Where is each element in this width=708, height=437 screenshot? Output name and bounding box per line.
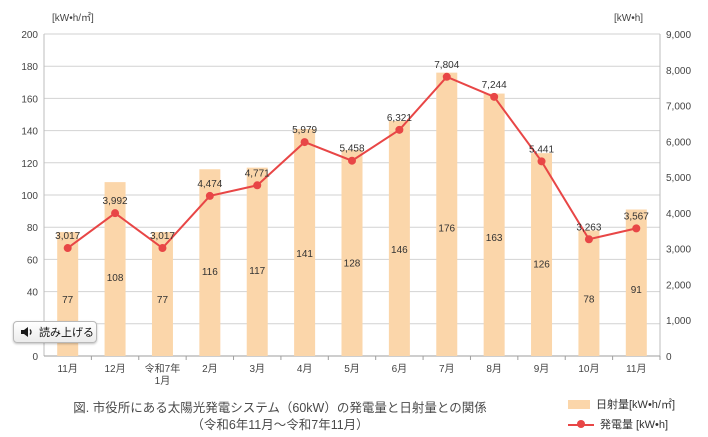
chart-caption-line-2: （令和6年11月～令和7年11月） <box>191 418 369 432</box>
bar <box>104 182 126 356</box>
bar <box>151 232 173 356</box>
y-left-tick-label: 160 <box>21 94 38 105</box>
x-tick-label: 12月 <box>105 363 126 375</box>
x-tick-label: 11月 <box>57 363 77 375</box>
bar-value-label: 77 <box>157 295 169 306</box>
y-right-unit: [kW•h] <box>614 13 643 24</box>
y-left-tick-label: 0 <box>32 352 38 363</box>
y-right-tick-label: 8,000 <box>666 66 691 77</box>
generation-value-label: 4,771 <box>245 168 270 179</box>
generation-value-label: 3,992 <box>103 196 128 207</box>
generation-value-label: 4,474 <box>197 179 222 190</box>
bar <box>578 230 600 356</box>
y-right-tick-label: 0 <box>666 352 672 363</box>
generation-point <box>111 209 120 218</box>
x-tick-label: 8月 <box>486 363 502 375</box>
y-right-tick-label: 9,000 <box>666 30 691 41</box>
speaker-icon <box>21 327 32 337</box>
bar <box>531 153 553 356</box>
y-right-tick-label: 6,000 <box>666 137 691 148</box>
generation-value-label: 3,017 <box>150 231 175 242</box>
y-right-tick-label: 7,000 <box>666 102 691 113</box>
bar <box>625 209 647 356</box>
bar-value-label: 91 <box>631 285 643 296</box>
y-right-tick-label: 4,000 <box>666 209 691 220</box>
y-right-tick-label: 3,000 <box>666 245 691 256</box>
bar <box>483 93 505 356</box>
bar <box>341 149 363 356</box>
generation-value-label: 3,017 <box>55 231 80 242</box>
bar-value-label: 77 <box>62 295 74 306</box>
generation-value-label: 5,458 <box>339 144 364 155</box>
bar-value-label: 128 <box>344 258 361 269</box>
bar <box>199 169 221 356</box>
legend-bar-swatch <box>568 399 590 409</box>
legend-irradiance-label: 日射量[kW•h/㎡] <box>596 399 676 411</box>
generation-value-label: 3,567 <box>624 211 649 222</box>
y-left-tick-label: 180 <box>21 62 38 73</box>
bar-value-label: 126 <box>533 260 550 271</box>
x-tick-label: 10月 <box>578 363 599 375</box>
read-aloud-button[interactable]: 読み上げる <box>13 321 97 343</box>
y-right-tick-label: 1,000 <box>666 316 691 327</box>
legend-irradiance: 日射量[kW•h/㎡] <box>568 396 675 412</box>
y-left-tick-label: 120 <box>21 159 38 170</box>
x-tick-label: 7月 <box>439 363 455 375</box>
generation-point <box>442 72 451 81</box>
x-tick-label: 2月 <box>202 363 218 375</box>
y-right-tick-label: 2,000 <box>666 280 691 291</box>
generation-point <box>63 244 72 253</box>
legend-line-swatch <box>568 419 594 429</box>
bar <box>436 72 458 356</box>
x-tick-label: 4月 <box>297 363 313 375</box>
generation-point <box>632 224 641 233</box>
legend-generation-label: 発電量 [kW•h] <box>600 419 669 431</box>
generation-value-label: 7,804 <box>434 60 459 71</box>
generation-value-label: 3,263 <box>576 222 601 233</box>
generation-value-label: 6,321 <box>387 113 412 124</box>
chart-caption-line-1: 図. 市役所にある太陽光発電システム（60kW）の発電量と日射量との関係 <box>73 401 487 415</box>
y-left-tick-label: 40 <box>27 288 39 299</box>
bar-value-label: 108 <box>107 273 124 284</box>
y-right-tick-label: 5,000 <box>666 173 691 184</box>
bar <box>246 167 268 356</box>
bar-value-label: 116 <box>202 267 218 278</box>
bar-value-label: 176 <box>438 223 455 234</box>
y-left-tick-label: 60 <box>27 255 39 266</box>
generation-point <box>348 156 356 165</box>
generation-point <box>584 235 593 244</box>
generation-value-label: 5,979 <box>292 125 317 136</box>
generation-point <box>490 92 499 101</box>
x-tick-label: 6月 <box>392 363 408 375</box>
y-left-tick-label: 80 <box>27 223 39 234</box>
generation-point <box>205 191 214 200</box>
bar-value-label: 117 <box>249 266 265 277</box>
bar <box>388 120 410 356</box>
bar-value-label: 146 <box>391 245 408 256</box>
y-left-tick-label: 200 <box>21 30 38 41</box>
bar-value-label: 163 <box>486 233 503 244</box>
bar-value-label: 78 <box>583 294 595 305</box>
x-tick-label: 11月 <box>626 363 646 375</box>
read-aloud-label: 読み上げる <box>39 327 94 339</box>
legend-generation: 発電量 [kW•h] <box>568 416 668 432</box>
x-tick-label: 3月 <box>249 363 265 375</box>
generation-point <box>395 125 404 134</box>
x-tick-label: 令和7年 1月 <box>145 362 181 387</box>
generation-point <box>537 157 546 166</box>
x-tick-label: 5月 <box>344 363 360 375</box>
generation-value-label: 7,244 <box>482 80 507 91</box>
bar <box>294 128 316 356</box>
generation-point <box>253 181 262 190</box>
generation-value-label: 5,441 <box>529 144 554 155</box>
y-left-unit: [kW•h/㎡] <box>52 12 94 24</box>
bar-value-label: 141 <box>296 249 313 260</box>
y-left-tick-label: 100 <box>21 191 38 202</box>
x-tick-label: 9月 <box>534 363 550 375</box>
y-left-tick-label: 140 <box>21 127 38 138</box>
generation-point <box>300 138 309 147</box>
generation-point <box>158 244 167 253</box>
